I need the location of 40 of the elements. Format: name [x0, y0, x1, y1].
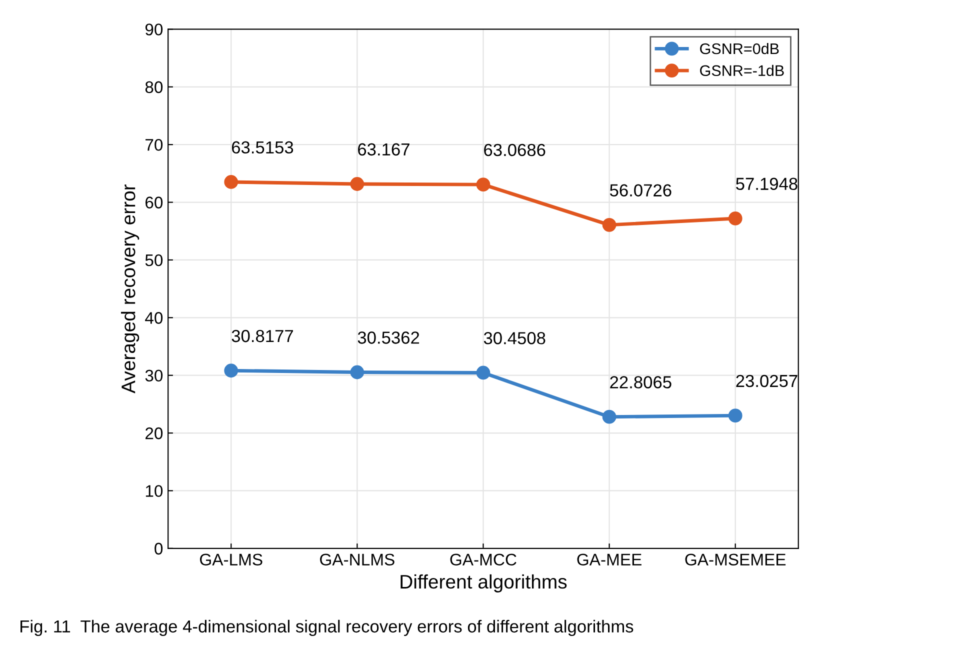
x-tick-label: GA-NLMS	[320, 554, 394, 566]
y-tick-label: 0	[154, 542, 163, 555]
data-label: 30.8177	[232, 330, 293, 342]
data-label: 57.1948	[736, 178, 798, 190]
y-axis-title: Averaged recovery error	[121, 184, 140, 394]
caption: Fig. 11 The average 4-dimensional signal recovery errors of different algorithms	[20, 620, 634, 636]
y-tick-label: 10	[146, 485, 163, 497]
x-tick-label: GA-MCC	[450, 554, 516, 566]
point	[476, 366, 490, 380]
data-label: 30.4508	[484, 332, 546, 344]
data-label: 22.8065	[610, 376, 672, 388]
point	[350, 177, 364, 191]
point	[728, 408, 742, 423]
y-tick-label: 80	[145, 81, 163, 94]
data-label: 63.5153	[232, 141, 294, 154]
legend-label: GSNR=0dB	[700, 42, 779, 54]
y-tick-label: 90	[145, 24, 163, 36]
point	[350, 365, 364, 380]
data-label: 30.5362	[358, 332, 420, 344]
x-axis-title: Different algorithms	[400, 574, 567, 592]
x-tick-label: GA-MSEMEE	[685, 554, 786, 566]
data-label: 56.0726	[610, 184, 672, 196]
y-tick-label: 20	[146, 427, 163, 440]
legend-label: GSNR=-1dB	[700, 64, 784, 76]
point	[602, 218, 616, 232]
y-tick-label: 40	[145, 312, 163, 324]
y-tick-label: 60	[146, 196, 163, 208]
x-tick-label: GA-MEE	[577, 554, 642, 566]
y-tick-label: 70	[146, 138, 163, 151]
data-label: 23.0257	[736, 374, 798, 388]
point	[602, 410, 616, 424]
point	[224, 364, 238, 378]
point	[224, 175, 238, 189]
data-label: 63.167	[358, 143, 410, 156]
point	[476, 178, 490, 192]
y-tick-label: 30	[145, 370, 163, 382]
y-tick-label: 50	[145, 254, 163, 266]
x-tick-label: GA-LMS	[200, 554, 262, 566]
data-label: 63.0686	[484, 144, 546, 156]
point	[728, 212, 742, 226]
